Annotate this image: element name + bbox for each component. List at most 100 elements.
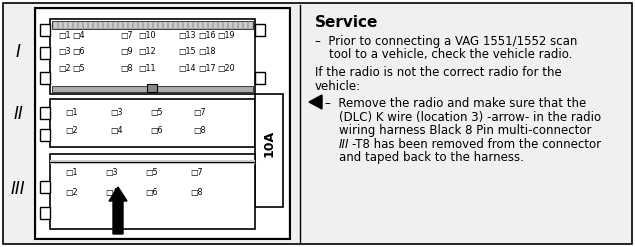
Bar: [184, 22, 187, 28]
Bar: [52, 86, 253, 92]
Bar: [79, 22, 82, 28]
Polygon shape: [309, 95, 322, 109]
Text: □4: □4: [110, 126, 123, 136]
Bar: [54, 22, 57, 28]
Text: vehicle:: vehicle:: [315, 80, 361, 92]
Text: □6: □6: [72, 47, 84, 57]
Bar: [52, 21, 253, 29]
Bar: [84, 22, 87, 28]
Text: □2: □2: [65, 126, 77, 136]
Bar: [194, 22, 197, 28]
Bar: [144, 22, 147, 28]
Bar: [179, 22, 182, 28]
Bar: [119, 22, 122, 28]
Text: □3: □3: [58, 47, 70, 57]
Text: □5: □5: [145, 168, 157, 178]
Bar: [50, 160, 255, 164]
Bar: [244, 22, 247, 28]
Text: □11: □11: [138, 64, 156, 74]
Text: □1: □1: [65, 108, 77, 118]
Bar: [239, 22, 242, 28]
Text: □5: □5: [150, 108, 163, 118]
Bar: [35, 8, 290, 239]
Bar: [40, 72, 50, 84]
Bar: [255, 94, 283, 207]
Bar: [40, 207, 50, 219]
Text: III: III: [339, 138, 349, 150]
Bar: [234, 22, 237, 28]
Text: □14: □14: [178, 64, 196, 74]
Bar: [99, 22, 102, 28]
Text: □1: □1: [65, 168, 77, 178]
Text: □12: □12: [138, 47, 156, 57]
Bar: [147, 84, 157, 92]
Bar: [139, 22, 142, 28]
Text: □5: □5: [72, 64, 84, 74]
Bar: [255, 72, 265, 84]
Text: □18: □18: [198, 47, 215, 57]
Bar: [164, 22, 167, 28]
Text: □2: □2: [58, 64, 70, 74]
Bar: [249, 22, 252, 28]
Bar: [129, 22, 132, 28]
Bar: [189, 22, 192, 28]
Text: □3: □3: [110, 108, 123, 118]
Bar: [50, 154, 255, 229]
Bar: [104, 22, 107, 28]
Bar: [40, 107, 50, 119]
Bar: [209, 22, 212, 28]
Bar: [255, 24, 265, 36]
Bar: [134, 22, 137, 28]
Text: □1: □1: [58, 32, 70, 41]
Bar: [204, 22, 207, 28]
Text: □4: □4: [72, 32, 84, 41]
Text: □17: □17: [198, 64, 216, 74]
Text: I: I: [16, 43, 20, 61]
Polygon shape: [35, 8, 290, 239]
Bar: [37, 10, 288, 237]
Bar: [40, 24, 50, 36]
Text: □8: □8: [190, 188, 203, 198]
Bar: [94, 22, 97, 28]
FancyArrow shape: [109, 187, 127, 234]
Bar: [114, 22, 117, 28]
Bar: [199, 22, 202, 28]
Text: □6: □6: [150, 126, 163, 136]
Text: III: III: [11, 180, 25, 198]
Text: □7: □7: [190, 168, 203, 178]
Bar: [40, 181, 50, 193]
Polygon shape: [38, 11, 287, 236]
Text: 10A: 10A: [262, 129, 276, 157]
Bar: [174, 22, 177, 28]
Bar: [50, 99, 255, 147]
Text: □8: □8: [120, 64, 133, 74]
Text: II: II: [13, 105, 23, 123]
Bar: [69, 22, 72, 28]
Text: □6: □6: [145, 188, 157, 198]
Text: □20: □20: [217, 64, 234, 74]
Text: and taped back to the harness.: and taped back to the harness.: [339, 151, 524, 164]
Bar: [214, 22, 217, 28]
Bar: [109, 22, 112, 28]
Text: □10: □10: [138, 32, 156, 41]
Bar: [64, 22, 67, 28]
Text: □9: □9: [120, 47, 133, 57]
Text: -T8 has been removed from the connector: -T8 has been removed from the connector: [352, 138, 601, 150]
Text: (DLC) K wire (location 3) -arrow- in the radio: (DLC) K wire (location 3) -arrow- in the…: [339, 110, 601, 124]
Bar: [74, 22, 77, 28]
Text: □13: □13: [178, 32, 196, 41]
Text: Service: Service: [315, 15, 378, 30]
Bar: [159, 22, 162, 28]
Text: □2: □2: [65, 188, 77, 198]
Text: –  Remove the radio and make sure that the: – Remove the radio and make sure that th…: [325, 97, 586, 110]
Bar: [149, 22, 152, 28]
Bar: [219, 22, 222, 28]
Text: –  Prior to connecting a VAG 1551/1552 scan: – Prior to connecting a VAG 1551/1552 sc…: [315, 35, 577, 48]
Text: If the radio is not the correct radio for the: If the radio is not the correct radio fo…: [315, 66, 562, 79]
Text: □7: □7: [193, 108, 206, 118]
Bar: [154, 22, 157, 28]
Bar: [224, 22, 227, 28]
Text: □16: □16: [198, 32, 215, 41]
Text: □7: □7: [120, 32, 133, 41]
Text: tool to a vehicle, check the vehicle radio.: tool to a vehicle, check the vehicle rad…: [329, 48, 572, 62]
